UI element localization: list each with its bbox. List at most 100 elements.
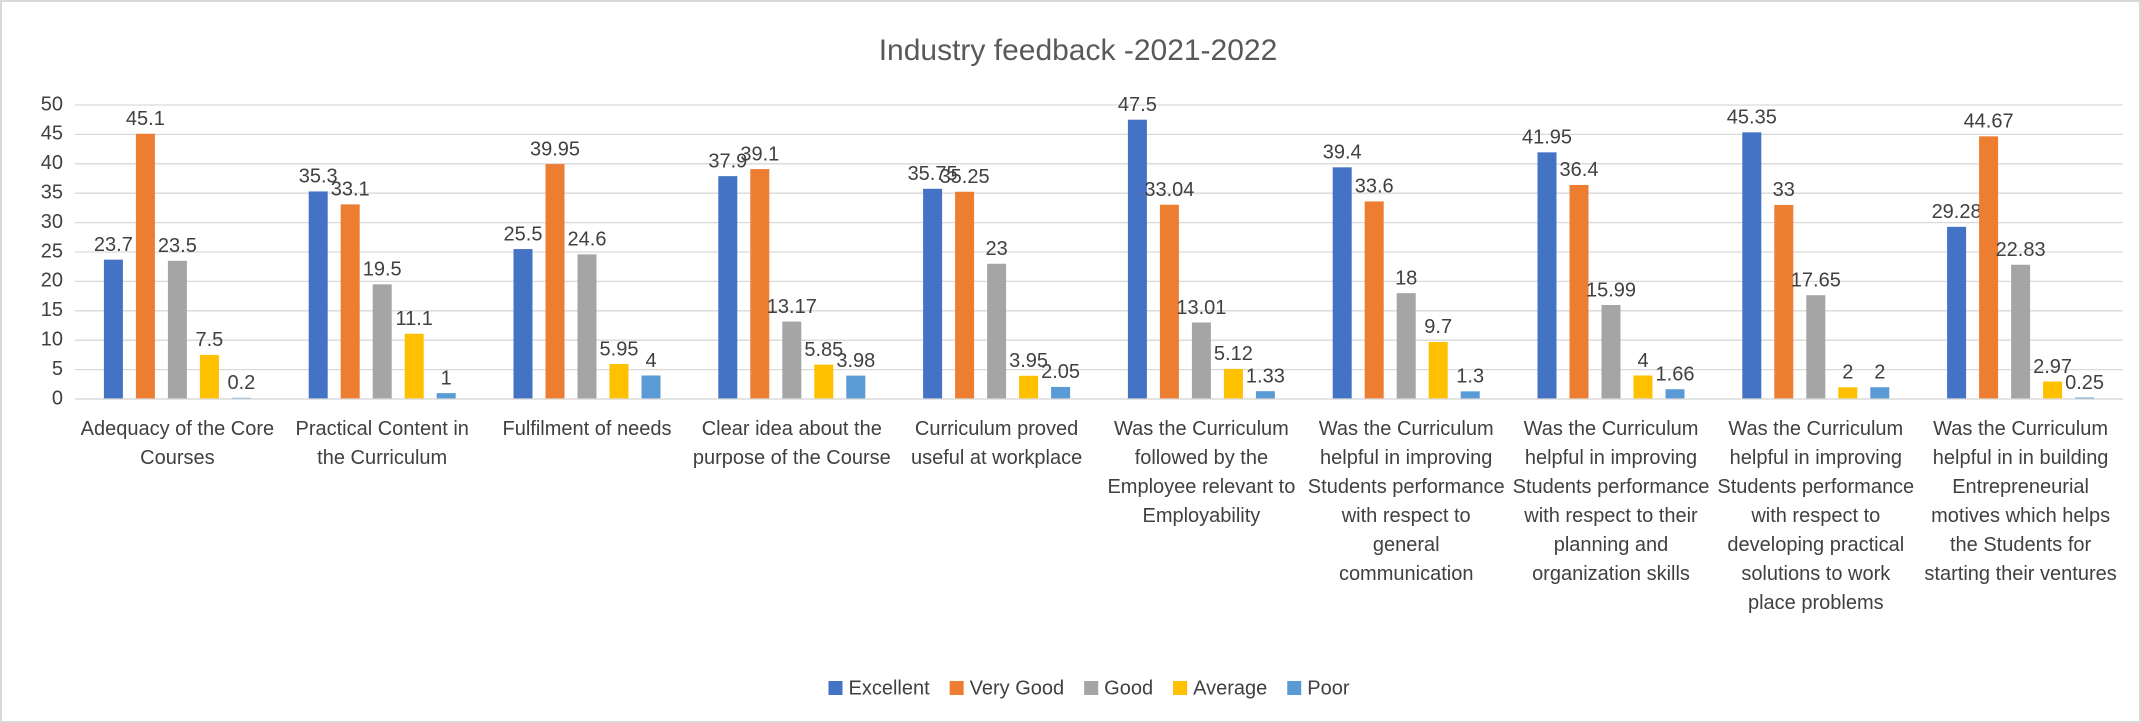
data-label: 22.83: [1996, 239, 2046, 261]
data-label: 2: [1842, 362, 1853, 384]
x-tick-label-line: organization skills: [1532, 563, 1690, 585]
data-label: 13.01: [1176, 297, 1226, 319]
x-tick-label-line: communication: [1339, 563, 1474, 585]
legend-label: Very Good: [970, 677, 1065, 699]
data-label: 33.1: [331, 179, 370, 201]
bar: [1774, 204, 1794, 399]
y-tick-label: 15: [41, 299, 63, 321]
x-tick-label-line: helpful in improving: [1320, 447, 1492, 469]
data-label: 33.04: [1144, 179, 1194, 201]
x-tick-label-line: followed by the: [1135, 447, 1268, 469]
x-tick-label-line: Was the Curriculum: [1319, 418, 1494, 440]
bar: [1806, 295, 1826, 399]
data-label: 15.99: [1586, 279, 1636, 301]
x-tick-label-line: Practical Content in: [295, 418, 468, 440]
data-label: 19.5: [363, 259, 402, 281]
bar: [2075, 397, 2095, 399]
bar: [1601, 304, 1621, 399]
data-label: 1.3: [1456, 366, 1484, 388]
legend-swatch: [949, 681, 964, 695]
bar: [436, 393, 456, 399]
x-tick-label-line: helpful in improving: [1525, 447, 1697, 469]
bar: [1127, 119, 1147, 399]
data-label: 4: [1637, 350, 1648, 372]
bar: [577, 254, 597, 399]
data-label: 2: [1874, 362, 1885, 384]
x-tick-label-line: Entrepreneurial: [1952, 476, 2089, 498]
y-tick-label: 45: [41, 123, 63, 145]
bar: [1191, 322, 1211, 399]
data-label: 23: [985, 238, 1007, 260]
x-tick-label: Was the Curriculum helpful in improving St…: [1513, 418, 1710, 585]
data-label: 3.98: [836, 350, 875, 372]
data-label: 2.97: [2033, 356, 2072, 378]
data-label: 9.7: [1424, 316, 1452, 338]
bar: [987, 263, 1007, 399]
bar: [308, 191, 328, 399]
data-label: 1.33: [1246, 365, 1285, 387]
legend-item: Average: [1173, 677, 1267, 699]
bar: [1947, 226, 1967, 399]
bar: [1537, 152, 1557, 399]
y-tick-label: 30: [41, 211, 63, 233]
data-label: 39.95: [530, 138, 580, 160]
x-tick-label-line: starting their ventures: [1924, 563, 2116, 585]
legend-swatch: [1084, 681, 1099, 695]
y-tick-label: 20: [41, 270, 63, 292]
bar: [167, 260, 187, 399]
x-tick-label: Curriculum proved useful at workplace: [911, 418, 1082, 469]
data-label: 25.5: [504, 223, 543, 245]
bar: [545, 164, 565, 399]
legend-swatch: [828, 681, 843, 695]
bar: [513, 249, 533, 399]
data-label: 47.5: [1118, 94, 1157, 116]
bar: [846, 375, 866, 399]
bar: [135, 133, 155, 399]
data-label: 41.95: [1522, 127, 1572, 149]
x-tick-label-line: helpful in in building: [1933, 447, 2109, 469]
bar: [1223, 368, 1243, 399]
x-tick-label-line: planning and: [1554, 534, 1669, 556]
legend-label: Poor: [1307, 677, 1350, 699]
bar: [609, 364, 629, 399]
x-tick-label-line: Was the Curriculum: [1114, 418, 1289, 440]
bar: [340, 204, 360, 399]
bar: [2043, 381, 2063, 399]
data-label: 2.05: [1041, 361, 1080, 383]
data-label: 37.9: [708, 150, 747, 172]
x-tick-label-line: with respect to: [1750, 505, 1880, 527]
bar: [1019, 375, 1039, 399]
data-label: 1: [441, 367, 452, 389]
legend-swatch: [1173, 681, 1188, 695]
data-label: 24.6: [568, 229, 607, 251]
bar: [1838, 387, 1858, 399]
x-tick-label-line: helpful in improving: [1730, 447, 1902, 469]
y-tick-label: 10: [41, 328, 63, 350]
bar: [1051, 386, 1071, 399]
bar: [641, 375, 661, 399]
x-tick-label: Clear idea about the purpose of the Cours…: [693, 418, 891, 469]
x-tick-label-line: Was the Curriculum: [1933, 418, 2108, 440]
bar: [103, 259, 123, 399]
data-label: 33: [1773, 179, 1795, 201]
data-label: 4: [645, 350, 656, 372]
data-label: 23.5: [158, 235, 197, 257]
bar: [718, 176, 738, 399]
x-tick-label-line: Curriculum proved: [915, 418, 1078, 440]
data-label: 35.75: [908, 163, 958, 185]
x-tick-label-line: useful at workplace: [911, 447, 1082, 469]
data-label: 1.66: [1656, 364, 1695, 386]
data-label: 29.28: [1932, 201, 1982, 223]
x-tick-label-line: Students performance: [1717, 476, 1914, 498]
bar: [404, 333, 424, 399]
bar: [750, 169, 770, 399]
x-tick-label-line: purpose of the Course: [693, 447, 891, 469]
data-label: 33.6: [1355, 176, 1394, 198]
x-tick-label: Was the Curriculum helpful in in building…: [1924, 418, 2116, 585]
x-tick-label-line: Was the Curriculum: [1524, 418, 1699, 440]
y-tick-label: 25: [41, 240, 63, 262]
x-tick-label-line: place problems: [1748, 592, 1884, 614]
legend-item: Excellent: [828, 677, 930, 699]
y-tick-label: 5: [52, 358, 63, 380]
bar: [1428, 341, 1448, 399]
